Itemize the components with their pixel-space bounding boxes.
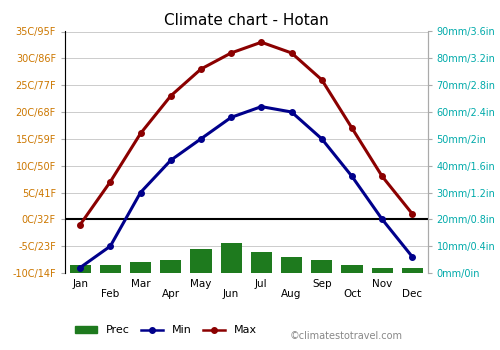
Bar	[372, 268, 393, 273]
Bar	[281, 257, 302, 273]
Bar	[251, 252, 272, 273]
Bar	[130, 262, 151, 273]
Legend: Prec, Min, Max: Prec, Min, Max	[70, 321, 262, 340]
Bar	[342, 265, 362, 273]
Text: Sep: Sep	[312, 279, 332, 289]
Bar	[402, 268, 423, 273]
Text: Apr: Apr	[162, 289, 180, 299]
Bar	[160, 260, 182, 273]
Bar	[70, 265, 90, 273]
Text: Jul: Jul	[255, 279, 268, 289]
Bar	[190, 249, 212, 273]
Text: ©climatestotravel.com: ©climatestotravel.com	[290, 331, 403, 341]
Bar	[220, 244, 242, 273]
Text: Feb: Feb	[101, 289, 119, 299]
Text: May: May	[190, 279, 212, 289]
Bar	[311, 260, 332, 273]
Bar	[100, 265, 121, 273]
Text: Mar: Mar	[130, 279, 150, 289]
Text: Nov: Nov	[372, 279, 392, 289]
Text: Aug: Aug	[282, 289, 302, 299]
Text: Oct: Oct	[343, 289, 361, 299]
Text: Dec: Dec	[402, 289, 422, 299]
Title: Climate chart - Hotan: Climate chart - Hotan	[164, 13, 328, 28]
Text: Jan: Jan	[72, 279, 88, 289]
Text: Jun: Jun	[223, 289, 240, 299]
